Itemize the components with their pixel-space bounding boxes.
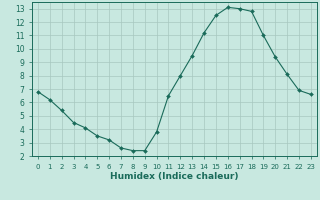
X-axis label: Humidex (Indice chaleur): Humidex (Indice chaleur) bbox=[110, 172, 239, 181]
